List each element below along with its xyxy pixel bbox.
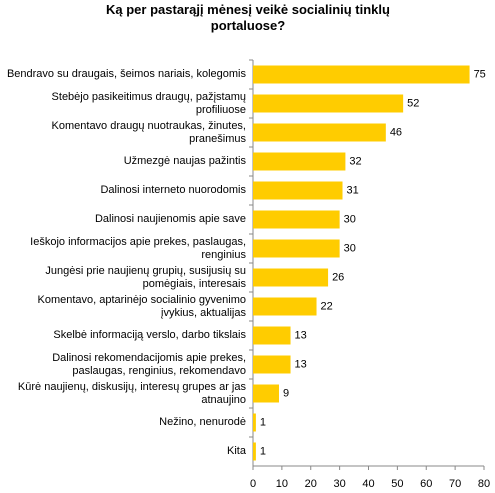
bar [253,239,340,258]
data-label: 13 [295,329,307,341]
x-tick-label: 40 [362,478,374,490]
bar [253,297,317,316]
chart-title: Ką per pastarąjį mėnesį veikė socialinių… [106,2,390,33]
y-tick-label: Komentavo, aptarinėjo socialinio gyvenim… [37,293,246,319]
data-label: 31 [347,184,359,196]
bar [253,123,386,142]
data-label: 1 [260,445,266,457]
bar [253,65,470,84]
x-tick-label: 60 [420,478,432,490]
data-label: 30 [344,213,356,225]
y-tick-label: Komentavo draugų nuotraukas, žinutes, pr… [51,119,246,145]
y-tick-label: Kita [227,445,246,457]
y-tick-label: Dalinosi rekomendacijomis apie prekes, p… [52,351,246,377]
data-label: 52 [407,97,419,109]
data-label: 26 [332,271,344,283]
bar [253,384,279,403]
bar [253,210,340,229]
x-tick-label: 30 [334,478,346,490]
bar [253,442,256,461]
y-tick-label: Kūrė naujienų, diskusijų, interesų grupe… [17,380,246,406]
data-label: 9 [283,387,289,399]
y-tick-label: Skelbė informaciją verslo, darbo tikslai… [53,329,246,341]
x-tick-label: 80 [478,478,490,490]
data-label: 32 [349,155,361,167]
data-label: 30 [344,242,356,254]
y-tick-label: Bendravo su draugais, šeimos nariais, ko… [6,68,246,80]
bar [253,268,329,287]
x-tick-label: 50 [391,478,403,490]
bar [253,94,404,113]
x-tick-label: 20 [305,478,317,490]
y-tick-label: Dalinosi interneto nuorodomis [100,184,246,196]
y-tick-label: Jungėsi prie naujienų grupių, susijusių … [45,264,246,290]
x-tick-label: 70 [449,478,461,490]
data-label: 46 [390,126,402,138]
y-tick-label: Užmezgė naujas pažintis [123,155,246,167]
bar [253,355,291,374]
y-tick-label: Nežino, nenurodė [159,416,246,428]
x-tick-label: 0 [250,478,256,490]
data-label: 1 [260,416,266,428]
data-label: 13 [295,358,307,370]
x-tick-label: 10 [276,478,288,490]
y-tick-label: Dalinosi naujienomis apie save [94,213,246,225]
bar [253,152,346,171]
bar [253,413,256,432]
y-tick-label: Ieškojo informacijos apie prekes, paslau… [30,235,246,261]
bar [253,326,291,345]
data-label: 75 [474,68,486,80]
bar [253,181,343,200]
y-tick-label: Stebėjo pasikeitimus draugų, pažįstamų p… [51,90,246,116]
data-label: 22 [321,300,333,312]
